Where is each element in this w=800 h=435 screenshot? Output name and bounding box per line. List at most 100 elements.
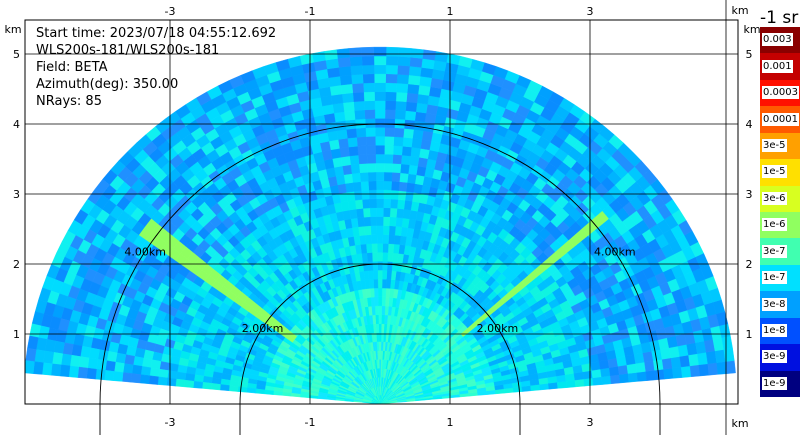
range-gate	[716, 361, 728, 375]
range-gate	[158, 368, 169, 379]
x-tick-label-bottom: -1	[305, 416, 316, 429]
range-gate	[237, 386, 248, 393]
range-gate	[394, 225, 403, 236]
range-gate	[618, 373, 630, 384]
range-gate	[333, 111, 346, 123]
range-gate	[339, 74, 353, 86]
range-gate	[340, 155, 351, 167]
range-gate	[415, 102, 428, 114]
colorbar-tick-label: 3e-9	[762, 350, 787, 364]
range-gate	[366, 144, 376, 155]
range-gate	[355, 127, 367, 138]
range-gate	[385, 82, 398, 93]
colorbar-tick-label: 0.0001	[762, 112, 799, 126]
range-gate	[264, 389, 274, 395]
range-gate	[382, 243, 389, 253]
range-gate	[141, 357, 153, 368]
range-gate	[367, 261, 374, 271]
range-gate	[626, 363, 638, 374]
range-gate	[371, 252, 378, 262]
range-gate	[396, 73, 410, 85]
range-gate	[246, 387, 257, 394]
range-gate	[358, 163, 369, 174]
y-tick-label-left: 5	[13, 48, 20, 61]
range-gate	[383, 198, 391, 209]
range-gate	[41, 362, 53, 376]
range-gate	[376, 198, 384, 208]
range-gate	[688, 353, 700, 367]
range-gate	[395, 100, 407, 111]
range-gate	[388, 234, 396, 245]
range-gate	[395, 217, 404, 228]
range-gate	[375, 144, 385, 155]
range-gate	[201, 381, 212, 390]
range-gate	[361, 55, 375, 66]
range-gate	[377, 269, 383, 280]
range-gate	[565, 379, 576, 388]
range-gate	[352, 91, 365, 102]
range-gate	[360, 180, 370, 191]
range-gate	[376, 216, 384, 226]
range-gate	[193, 380, 204, 389]
range-gate	[725, 360, 736, 374]
range-gate	[347, 137, 358, 148]
range-gate	[384, 144, 394, 155]
range-gate	[113, 371, 124, 382]
range-gate	[59, 364, 71, 378]
range-gate	[380, 323, 385, 333]
range-gate	[121, 372, 133, 383]
range-gate	[374, 100, 386, 110]
range-gate	[398, 181, 408, 192]
range-gate	[369, 198, 377, 209]
range-gate	[350, 65, 363, 76]
range-gate	[403, 200, 413, 211]
range-gate	[601, 375, 612, 385]
y-tick-label-right: 2	[746, 258, 753, 271]
range-gate	[373, 46, 387, 57]
range-gate	[351, 172, 361, 183]
range-gate	[644, 360, 655, 372]
range-gate	[384, 305, 389, 316]
range-gate	[167, 370, 178, 380]
range-gate	[374, 118, 386, 128]
y-tick-label-right: 4	[746, 118, 753, 131]
range-gate	[96, 359, 107, 371]
colorbar-tick-label: 0.003	[762, 33, 793, 47]
range-gate	[378, 305, 382, 315]
range-gate	[351, 82, 364, 94]
colorbar-title: -1 sr	[760, 8, 799, 28]
range-gate	[382, 234, 390, 244]
range-gate	[131, 364, 143, 375]
range-gate	[396, 199, 406, 210]
range-gate	[349, 154, 360, 166]
range-gate	[376, 234, 384, 244]
range-gate	[78, 356, 90, 369]
colorbar-tick-label: 3e-6	[762, 191, 787, 205]
range-gate	[705, 350, 717, 365]
range-gate	[375, 136, 385, 146]
x-tick-label-top: -3	[165, 5, 176, 18]
range-gate	[86, 367, 97, 380]
range-gate	[384, 118, 396, 128]
range-gate	[43, 350, 55, 365]
range-gate	[361, 189, 370, 200]
range-gate	[414, 174, 425, 186]
range-gate	[670, 356, 682, 369]
range-gate	[184, 373, 196, 382]
range-gate	[414, 111, 427, 123]
colorbar: 0.003 0.001 0.0003 0.0001 3e-5 1e-5 3e-6 1e-6 3e…	[760, 27, 800, 398]
range-gate	[340, 83, 354, 95]
range-gate	[400, 154, 411, 166]
range-ring-label: 4.00km	[124, 246, 166, 259]
range-gate	[386, 261, 393, 271]
range-gate	[395, 91, 408, 102]
range-gate	[219, 384, 230, 392]
range-gate	[353, 100, 365, 111]
range-gate	[408, 65, 422, 77]
range-gate	[371, 243, 378, 253]
range-gate	[382, 252, 389, 262]
range-gate	[140, 366, 152, 376]
range-gate	[392, 243, 400, 254]
range-gate	[397, 65, 410, 76]
range-gate	[413, 183, 423, 194]
